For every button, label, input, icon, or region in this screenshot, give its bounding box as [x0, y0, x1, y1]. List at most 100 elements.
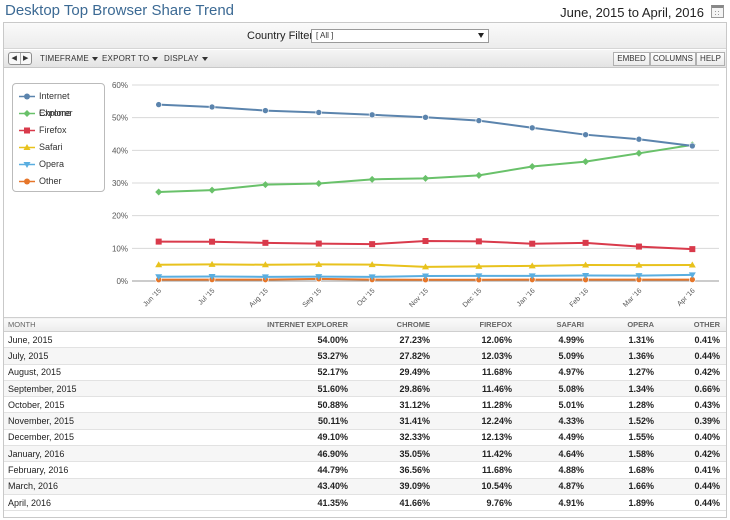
prev-arrow-icon[interactable]: ◀	[9, 53, 21, 64]
table-cell: 52.17%	[134, 364, 354, 381]
x-tick-label: Feb '16	[569, 287, 590, 308]
legend-item[interactable]: Other	[19, 173, 104, 190]
table-cell: 0.66%	[660, 380, 726, 398]
table-cell: 0.42%	[660, 364, 726, 381]
table-cell: 1.52%	[590, 412, 660, 430]
title-bar: Desktop Top Browser Share Trend June, 20…	[0, 0, 730, 24]
column-header[interactable]: OTHER	[660, 317, 726, 332]
table-cell: 31.41%	[354, 412, 436, 430]
table-cell: 1.66%	[590, 478, 660, 495]
report-panel: Country Filter: [ All ] ◀ ▶ TIMEFRAME EX…	[3, 22, 727, 518]
table-cell: 29.49%	[354, 364, 436, 381]
column-header[interactable]: SAFARI	[518, 317, 590, 332]
display-menu[interactable]: DISPLAY	[164, 54, 208, 63]
table-row: October, 2015 50.88% 31.12% 11.28% 5.01% 1.28…	[4, 396, 726, 414]
series-line	[158, 103, 693, 147]
data-point	[635, 243, 642, 250]
country-filter-select[interactable]: [ All ]	[311, 29, 489, 43]
data-point	[475, 273, 483, 280]
table-cell: 0.41%	[660, 331, 726, 349]
y-tick-label: 0%	[116, 277, 128, 286]
data-point	[155, 261, 163, 268]
table-cell: 31.12%	[354, 396, 436, 414]
data-point	[315, 179, 323, 187]
caret-down-icon	[201, 56, 208, 61]
x-tick-label: Apr '16	[676, 287, 697, 308]
data-point	[261, 261, 269, 268]
table-row: February, 2016 44.79% 36.56% 11.68% 4.88% 1.6…	[4, 461, 726, 479]
embed-button[interactable]: EMBED	[613, 52, 650, 66]
table-row: March, 2016 43.40% 39.09% 10.54% 4.87% 1.66% 0…	[4, 478, 726, 495]
table-cell: 11.46%	[436, 380, 518, 398]
table-cell: June, 2015	[4, 331, 134, 349]
legend-label: Safari	[39, 142, 63, 152]
data-point	[635, 261, 643, 268]
table-row: December, 2015 49.10% 32.33% 12.13% 4.49% 1.5…	[4, 429, 726, 447]
data-point	[422, 273, 429, 280]
legend-item[interactable]: Opera	[19, 156, 104, 173]
data-point	[155, 101, 162, 108]
table-cell: 11.28%	[436, 396, 518, 414]
data-point	[475, 238, 482, 245]
table-row: June, 2015 54.00% 27.23% 12.06% 4.99% 1.31% 0.…	[4, 331, 726, 349]
help-button[interactable]: HELP	[696, 52, 725, 66]
table-cell: 4.64%	[518, 445, 590, 463]
caret-down-icon	[152, 56, 159, 61]
column-header[interactable]: MONTH	[4, 317, 134, 332]
legend-item[interactable]: Safari	[19, 139, 104, 156]
filter-row: Country Filter: [ All ]	[4, 23, 726, 49]
legend-item[interactable]: Internet Explorer	[19, 88, 104, 118]
column-header[interactable]: INTERNET EXPLORER	[134, 317, 354, 332]
data-point	[208, 274, 216, 281]
date-range[interactable]: June, 2015 to April, 2016	[560, 5, 704, 20]
column-header[interactable]: FIREFOX	[436, 317, 518, 332]
table-row: January, 2016 46.90% 35.05% 11.42% 4.64% 1.58…	[4, 445, 726, 463]
data-table: MONTH INTERNET EXPLORER CHROME FIREFOX SAFAR…	[4, 317, 726, 512]
table-cell: 5.09%	[518, 347, 590, 365]
table-cell: 50.88%	[134, 396, 354, 414]
y-tick-label: 20%	[112, 212, 128, 221]
line-chart: 0% 10% 20% 30% 40% 50% 60% Jun '15 Jul '15 Aug '1…	[112, 81, 719, 309]
chart-legend: Internet Explorer Chrome Firefox Safari Oper…	[12, 83, 105, 192]
x-tick-label: Nov '15	[408, 287, 430, 309]
table-cell: 29.86%	[354, 380, 436, 398]
timeframe-menu[interactable]: TIMEFRAME	[40, 54, 98, 63]
table-cell: September, 2015	[4, 380, 134, 398]
y-tick-label: 10%	[112, 244, 128, 253]
data-point	[529, 240, 536, 247]
data-point	[262, 107, 269, 114]
legend-item[interactable]: Chrome	[19, 105, 104, 122]
data-point	[368, 274, 376, 281]
data-point	[208, 186, 216, 194]
data-point	[368, 261, 376, 268]
legend-swatch-icon	[19, 178, 35, 185]
column-header[interactable]: OPERA	[590, 317, 660, 332]
columns-button[interactable]: COLUMNS	[650, 52, 696, 66]
table-cell: 1.36%	[590, 347, 660, 365]
table-cell: 4.99%	[518, 331, 590, 349]
table-cell: 4.87%	[518, 478, 590, 495]
legend-item[interactable]: Firefox	[19, 122, 104, 139]
column-header[interactable]: CHROME	[354, 317, 436, 332]
next-arrow-icon[interactable]: ▶	[23, 55, 29, 62]
chevron-down-icon	[478, 33, 484, 38]
table-cell: 50.11%	[134, 412, 354, 430]
data-point	[209, 238, 216, 245]
timeframe-menu-label: TIMEFRAME	[40, 54, 89, 63]
legend-swatch-icon	[19, 127, 35, 134]
calendar-icon[interactable]	[711, 5, 724, 18]
table-cell: October, 2015	[4, 396, 134, 414]
data-point	[582, 261, 590, 268]
country-filter-label: Country Filter:	[247, 30, 317, 42]
table-cell: 5.01%	[518, 396, 590, 414]
country-filter-value: [ All ]	[316, 31, 334, 40]
data-point	[368, 175, 376, 183]
data-point	[582, 273, 590, 280]
x-tick-label: Mar '16	[622, 287, 643, 308]
table-row: August, 2015 52.17% 29.49% 11.68% 4.97% 1.27%…	[4, 364, 726, 381]
table-cell: March, 2016	[4, 478, 134, 495]
table-cell: 39.09%	[354, 478, 436, 495]
display-menu-label: DISPLAY	[164, 54, 199, 63]
table-cell: December, 2015	[4, 429, 134, 447]
export-menu[interactable]: EXPORT TO	[102, 54, 159, 63]
